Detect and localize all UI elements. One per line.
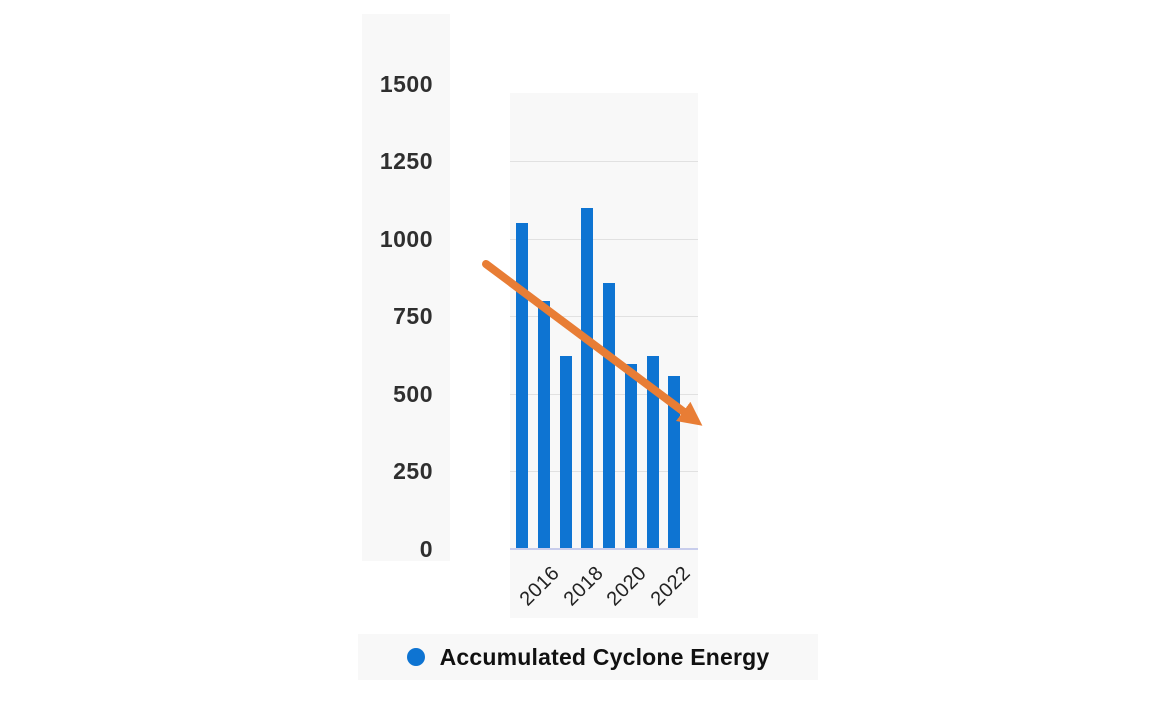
y-axis-tick-label: 1500 <box>379 70 433 97</box>
y-axis-tick-label: 750 <box>393 303 433 329</box>
bar-2017 <box>559 356 572 549</box>
bar-2015 <box>516 223 528 549</box>
bar-2022 <box>668 376 681 549</box>
legend-series-dot-icon <box>406 648 425 666</box>
y-axis-tick-label: 1000 <box>379 225 433 252</box>
gridline <box>510 161 698 162</box>
y-axis-tick-label: 500 <box>393 380 433 407</box>
bar-2021 <box>646 356 659 549</box>
bar-2016 <box>537 300 550 549</box>
bar-2018 <box>581 207 594 549</box>
bar-2019 <box>603 283 615 549</box>
y-axis-tick-label: 0 <box>419 535 433 562</box>
y-axis-panel <box>362 14 450 561</box>
bar-2020 <box>624 364 637 549</box>
legend-series-label: Accumulated Cyclone Energy <box>439 643 770 670</box>
legend: Accumulated Cyclone Energy <box>358 634 818 680</box>
y-axis-tick-label: 250 <box>393 458 433 484</box>
x-axis-baseline <box>510 548 698 550</box>
y-axis-tick-label: 1250 <box>379 148 433 174</box>
gridline <box>510 238 698 240</box>
